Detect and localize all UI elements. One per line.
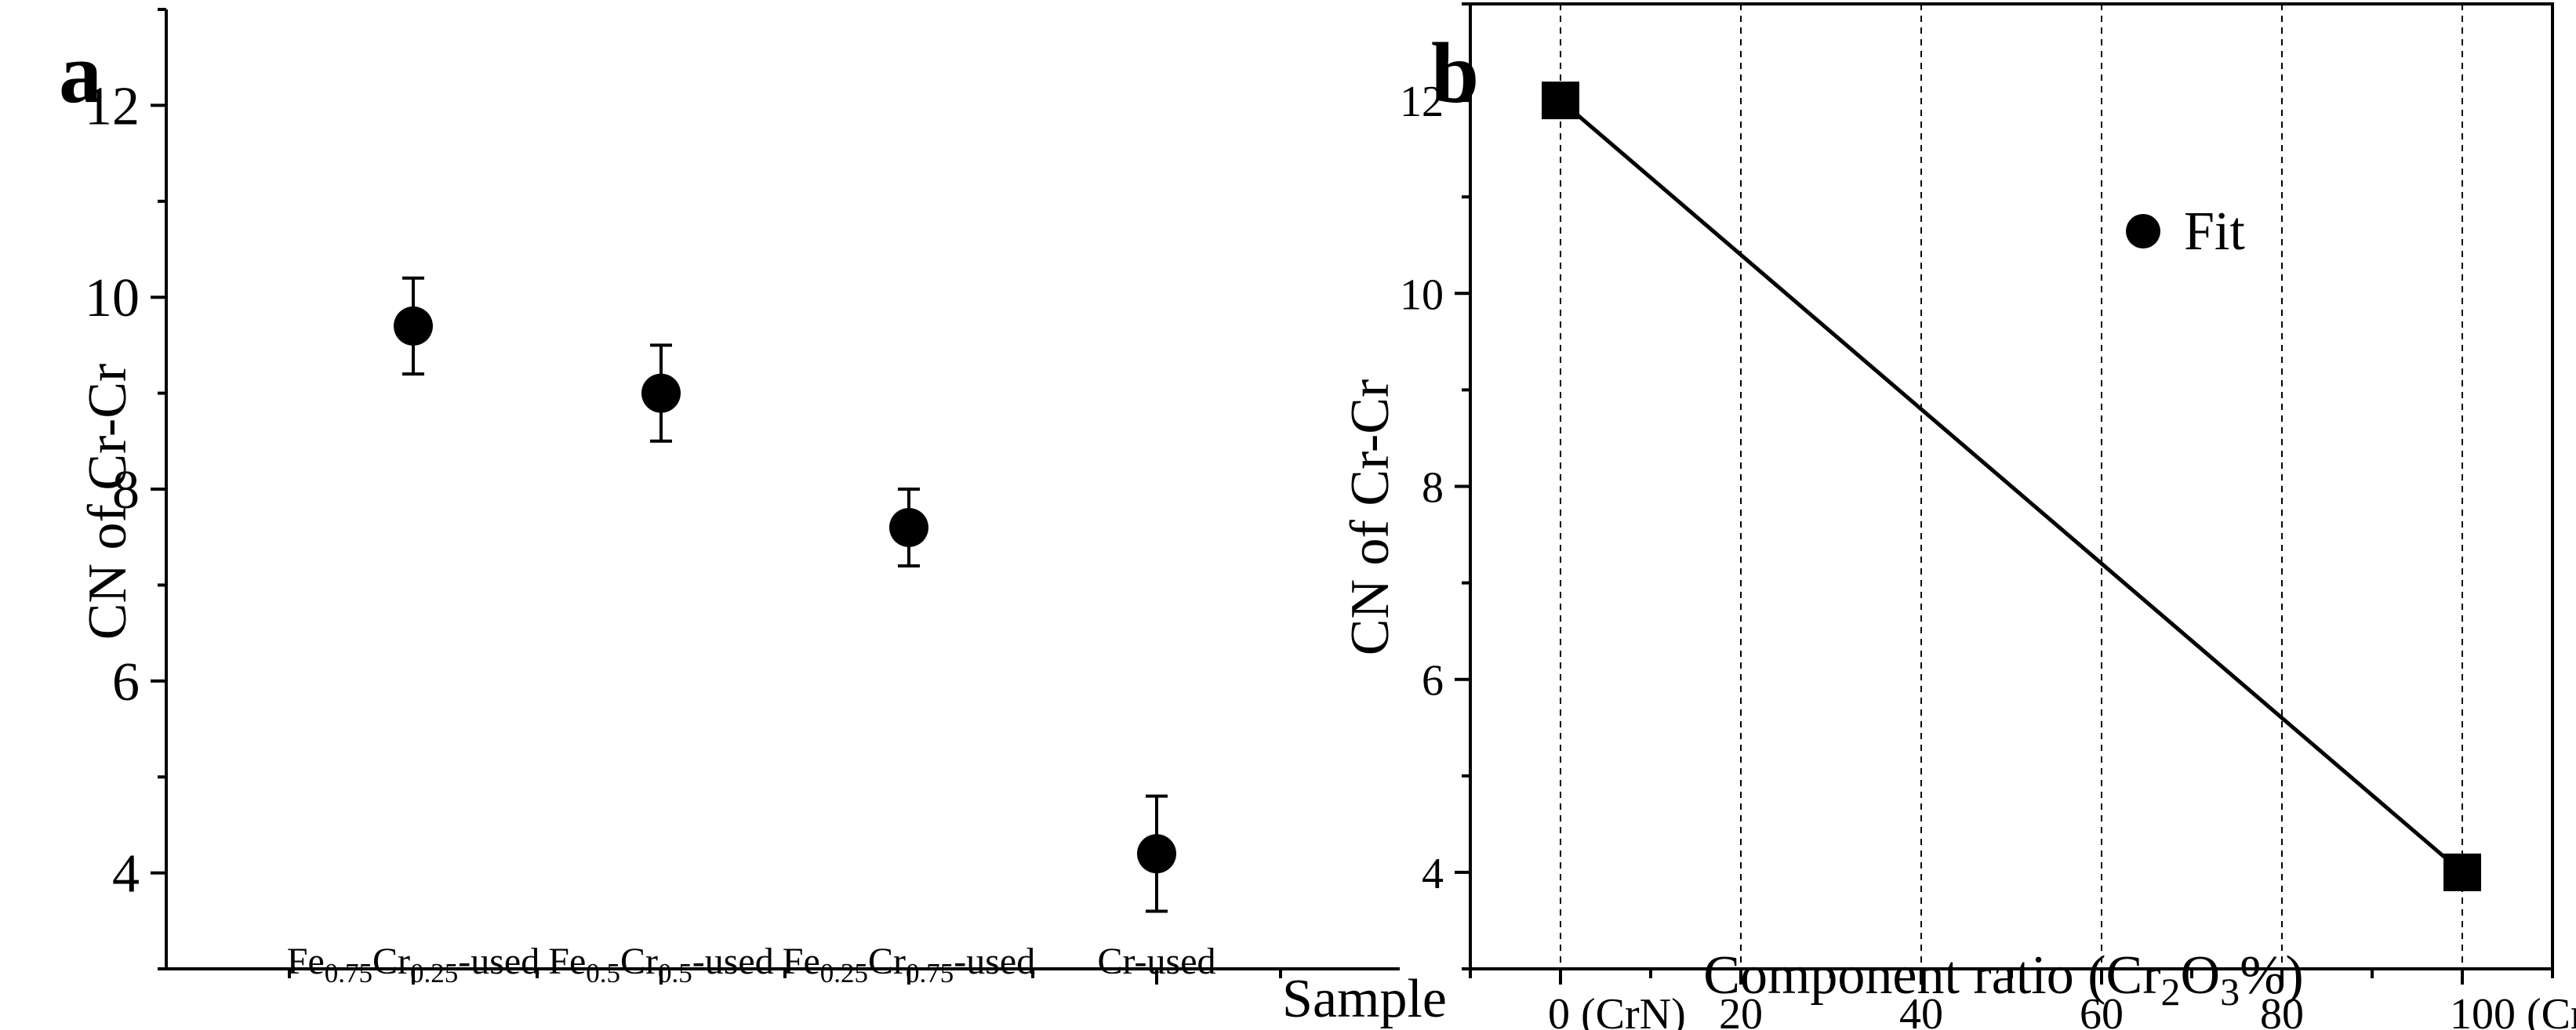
data-point xyxy=(889,507,928,547)
panel-a-x-ticks: Fe0.75Cr0.25-used Fe0.5Cr0.5-used Fe0.25Cr… xyxy=(287,941,1282,988)
panel-a-x-tick-label: Fe0.75Cr0.25-used xyxy=(287,941,540,988)
panel-a-y-axis-label: CN of Cr-Cr xyxy=(78,364,138,640)
panel-b-x-axis-label: Component ratio (Cr2O3%) xyxy=(1703,945,2303,1014)
data-point xyxy=(1542,82,1579,120)
panel-b-y-tick-label: 12 xyxy=(1400,78,1444,126)
panel-a-data-points xyxy=(394,276,1176,913)
panel-a-x-tick-label: Fe0.5Cr0.5-used xyxy=(548,941,773,988)
panel-a-y-tick-label: 12 xyxy=(85,76,140,136)
panel-b-x-tick-label: 100 (Cr2O3) xyxy=(2450,990,2576,1030)
panel-b-x-tick-label: 60 xyxy=(2080,990,2124,1030)
panel-b-x-tick-label: 80 xyxy=(2260,990,2304,1030)
panel-a-x-tick-label: Cr-used xyxy=(1097,941,1215,982)
panel-a-legend: Fit xyxy=(2126,201,2245,262)
panel-b-x-ticks: 0 (CrN) 20 40 60 80 100 (Cr2O3) xyxy=(1469,969,2576,1030)
panel-a-y-tick-label: 8 xyxy=(112,460,140,520)
panel-a-axes xyxy=(165,9,1400,970)
panel-b-y-tick-label: 6 xyxy=(1422,657,1444,705)
data-point xyxy=(641,373,681,413)
panel-a-x-tick-label: Fe0.25Cr0.75-used xyxy=(783,941,1035,988)
data-point xyxy=(1137,834,1176,874)
panel-b-y-ticks: 4 6 8 10 12 xyxy=(1400,2,1470,970)
panel-b-y-axis-label: CN of Cr-Cr xyxy=(1340,379,1401,655)
legend-marker xyxy=(2126,214,2160,248)
panel-a-label: a xyxy=(59,25,102,121)
panel-b-y-tick-label: 10 xyxy=(1400,270,1444,319)
panel-b-series-line xyxy=(1559,99,2464,874)
data-point xyxy=(2443,853,2481,891)
panel-a-y-tick-label: 4 xyxy=(112,844,140,905)
panel-b-series xyxy=(1542,82,2481,891)
panel-a: a 4 6 8 10 12 Fe0.75Cr0.25-used Fe0.5Cr0.5-us… xyxy=(59,8,2245,1029)
panel-b-y-tick-label: 4 xyxy=(1422,850,1444,898)
legend-label: Fit xyxy=(2184,201,2245,262)
panel-b-x-tick-label: 0 (CrN) xyxy=(1548,990,1686,1030)
panel-a-x-axis-label: Sample xyxy=(1282,969,1447,1029)
panel-a-y-tick-label: 10 xyxy=(85,268,140,328)
panel-b-x-tick-label: 20 xyxy=(1719,990,1763,1030)
panel-b-gridlines xyxy=(1560,4,2463,969)
panel-a-y-tick-label: 6 xyxy=(112,652,140,713)
data-point xyxy=(394,306,433,346)
panel-a-y-ticks: 4 6 8 10 12 xyxy=(85,8,166,970)
panel-b-x-tick-label: 40 xyxy=(1899,990,1943,1030)
panel-b-y-tick-label: 8 xyxy=(1422,464,1444,513)
